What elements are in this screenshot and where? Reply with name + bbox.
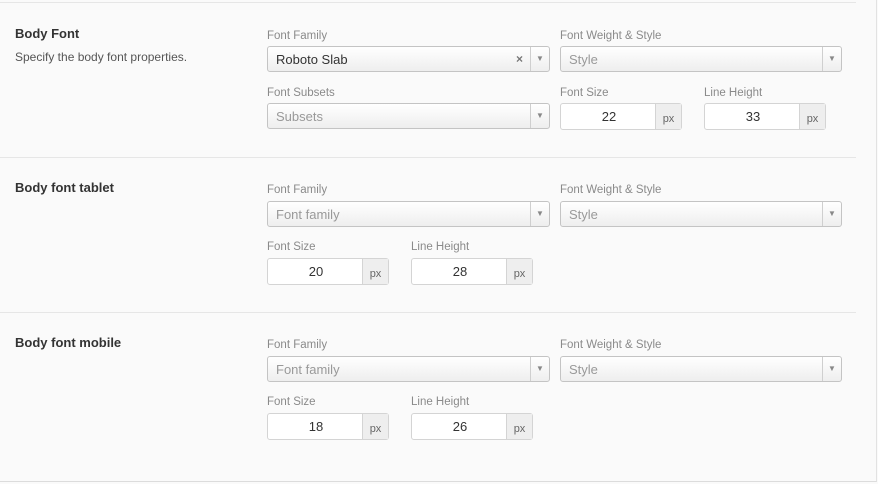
chevron-down-icon[interactable]: ▼: [530, 47, 549, 71]
unit-addon: px: [362, 259, 388, 284]
font-size-label: Font Size: [267, 241, 316, 253]
line-height-value[interactable]: 33: [745, 109, 761, 124]
font-subsets-label: Font Subsets: [267, 87, 335, 99]
unit-addon: px: [506, 414, 532, 439]
font-family-value: Roboto Slab: [276, 52, 348, 67]
font-size-value[interactable]: 18: [308, 419, 324, 434]
font-weight-placeholder: Style: [569, 52, 598, 67]
chevron-down-icon[interactable]: ▼: [530, 357, 549, 381]
body-font-section: Body Font Specify the body font properti…: [0, 2, 856, 158]
section-title: Body font tablet: [15, 180, 114, 195]
font-family-placeholder: Font family: [276, 362, 340, 377]
chevron-down-icon[interactable]: ▼: [822, 47, 841, 71]
font-size-label: Font Size: [267, 396, 316, 408]
chevron-down-icon[interactable]: ▼: [530, 104, 549, 128]
font-size-value[interactable]: 20: [308, 264, 324, 279]
font-weight-label: Font Weight & Style: [560, 339, 662, 351]
unit-addon: px: [655, 104, 681, 129]
font-weight-select[interactable]: Style ▼: [560, 356, 842, 382]
line-height-input[interactable]: 33 px: [704, 103, 826, 130]
unit-addon: px: [362, 414, 388, 439]
chevron-down-icon[interactable]: ▼: [530, 202, 549, 226]
font-weight-select[interactable]: Style ▼: [560, 46, 842, 72]
font-weight-label: Font Weight & Style: [560, 184, 662, 196]
section-description: Specify the body font properties.: [15, 50, 188, 64]
font-subsets-select[interactable]: Subsets ▼: [267, 103, 550, 129]
font-family-select[interactable]: Font family ▼: [267, 201, 550, 227]
font-family-label: Font Family: [267, 184, 328, 196]
font-family-placeholder: Font family: [276, 207, 340, 222]
line-height-label: Line Height: [411, 241, 470, 253]
line-height-value[interactable]: 28: [452, 264, 468, 279]
font-family-select[interactable]: Roboto Slab × ▼: [267, 46, 550, 72]
font-weight-select[interactable]: Style ▼: [560, 201, 842, 227]
body-font-tablet-section: Body font tablet Font Family Font family…: [0, 157, 856, 313]
font-weight-placeholder: Style: [569, 362, 598, 377]
section-title: Body font mobile: [15, 335, 122, 350]
section-title: Body Font: [15, 26, 80, 41]
clear-icon[interactable]: ×: [515, 52, 523, 66]
font-weight-placeholder: Style: [569, 207, 598, 222]
unit-addon: px: [506, 259, 532, 284]
font-subsets-placeholder: Subsets: [276, 109, 323, 124]
font-size-input[interactable]: 22 px: [560, 103, 682, 130]
chevron-down-icon[interactable]: ▼: [822, 357, 841, 381]
font-size-value[interactable]: 22: [601, 109, 617, 124]
font-size-label: Font Size: [560, 87, 609, 99]
line-height-input[interactable]: 28 px: [411, 258, 533, 285]
font-weight-label: Font Weight & Style: [560, 30, 662, 42]
font-family-label: Font Family: [267, 30, 328, 42]
chevron-down-icon[interactable]: ▼: [822, 202, 841, 226]
line-height-value[interactable]: 26: [452, 419, 468, 434]
font-size-input[interactable]: 20 px: [267, 258, 389, 285]
font-family-select[interactable]: Font family ▼: [267, 356, 550, 382]
font-size-input[interactable]: 18 px: [267, 413, 389, 440]
font-family-label: Font Family: [267, 339, 328, 351]
line-height-label: Line Height: [411, 396, 470, 408]
line-height-input[interactable]: 26 px: [411, 413, 533, 440]
unit-addon: px: [799, 104, 825, 129]
body-font-mobile-section: Body font mobile Font Family Font family…: [0, 312, 856, 481]
line-height-label: Line Height: [704, 87, 763, 99]
